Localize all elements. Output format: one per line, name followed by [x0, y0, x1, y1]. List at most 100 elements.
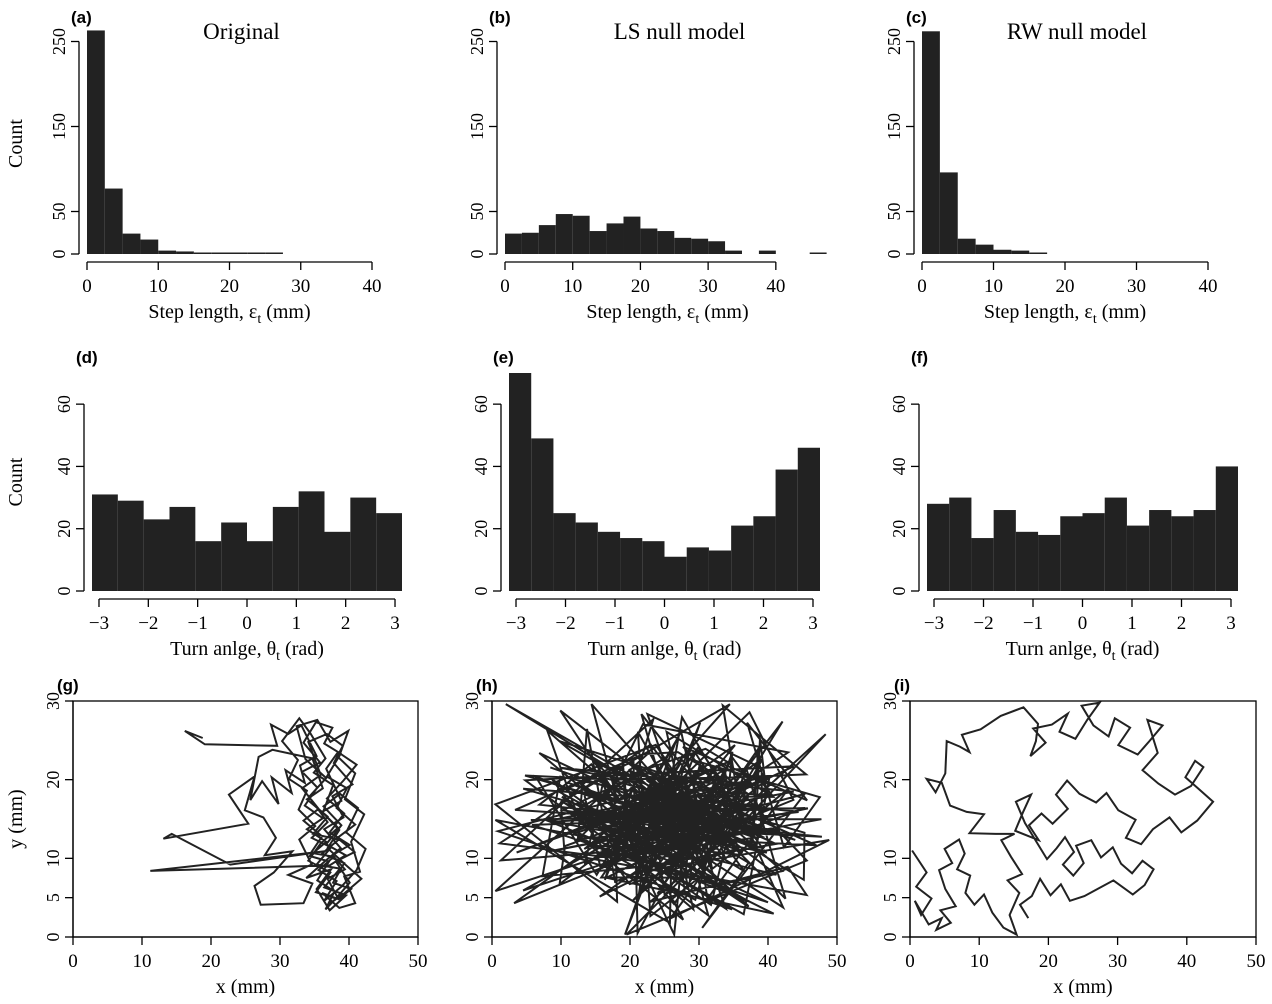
y-axis-label: Count	[5, 119, 27, 168]
panel-g: (g) 0 5 10 20 30 0 10 20 30 40 50 x (mm) y (mm)	[5, 676, 428, 998]
histogram-bar	[674, 237, 692, 254]
y-tick-label: 0	[43, 933, 63, 942]
y-tick-label: 20	[880, 771, 900, 789]
x-tick-label: 30	[1127, 276, 1146, 297]
panel-e: (e) 0 20 40 60 −3 −2 −1 0 1 2 3 Turn anlge, θt (rad)	[471, 348, 820, 664]
y-tick-label: 10	[43, 849, 63, 867]
histogram-bar	[927, 503, 950, 591]
x-tick-label: −2	[555, 613, 575, 634]
y-tick-label: 150	[884, 113, 904, 140]
panel-c: (c) RW null model 0 50 150 250 0 10 20 30 40 Step l…	[884, 8, 1218, 327]
y-tick-label: 40	[889, 457, 909, 475]
histogram-bar	[531, 438, 554, 591]
y-tick-label: 150	[49, 113, 69, 140]
panel-label: (h)	[476, 676, 498, 695]
histogram-bar	[92, 494, 118, 591]
y-tick-label: 30	[462, 692, 482, 710]
y-tick-label: 10	[880, 849, 900, 867]
histogram-bar	[247, 252, 266, 254]
y-tick-label: 60	[54, 395, 74, 413]
x-axis-label: Turn anlge, θt (rad)	[588, 638, 742, 664]
x-tick-label: 30	[271, 951, 290, 972]
x-tick-label: 2	[1177, 613, 1187, 634]
x-tick-label: −1	[605, 613, 625, 634]
y-tick-label: 20	[889, 520, 909, 538]
x-tick-label: 10	[149, 276, 168, 297]
histogram-bar	[505, 233, 522, 254]
x-axis-label: Turn anlge, θt (rad)	[1006, 638, 1160, 664]
x-tick-label: 40	[363, 276, 382, 297]
y-tick-label: 5	[880, 893, 900, 902]
y-tick-label: 50	[467, 203, 487, 221]
y-tick-label: 0	[471, 587, 491, 596]
panel-label: (i)	[894, 676, 910, 695]
y-tick-label: 150	[467, 113, 487, 140]
histogram-bar	[195, 541, 222, 591]
x-axis-label: Step length, εt (mm)	[984, 301, 1146, 327]
histogram-bar	[575, 522, 598, 591]
histogram-bar	[686, 547, 709, 591]
histogram-bar	[975, 244, 994, 254]
histogram-bar	[758, 250, 776, 254]
histogram-bar	[949, 497, 972, 591]
histogram-bar	[538, 225, 556, 254]
histogram-bar	[324, 531, 351, 591]
panel-label: (c)	[906, 8, 927, 27]
x-axis-label: x (mm)	[216, 976, 275, 998]
x-tick-label: 10	[984, 276, 1003, 297]
y-tick-label: 20	[471, 520, 491, 538]
histogram-bar	[1029, 252, 1048, 254]
x-tick-label: 40	[1177, 951, 1196, 972]
x-tick-label: 10	[563, 276, 582, 297]
histogram-bar	[971, 538, 994, 591]
x-tick-label: 1	[292, 613, 302, 634]
x-tick-label: 10	[133, 951, 152, 972]
y-tick-label: 0	[54, 587, 74, 596]
y-tick-label: 60	[471, 395, 491, 413]
x-tick-label: 0	[905, 951, 915, 972]
histogram-bar	[1015, 531, 1039, 591]
histogram-bar	[1104, 497, 1127, 591]
histogram-bar	[1126, 525, 1150, 591]
histogram-bar	[642, 541, 665, 591]
x-tick-label: 10	[970, 951, 989, 972]
x-tick-label: 0	[917, 276, 927, 297]
panel-label: (a)	[71, 8, 92, 27]
histogram-bar	[993, 249, 1012, 254]
histogram-bar	[708, 241, 726, 254]
x-tick-label: 2	[759, 613, 769, 634]
histogram-bar	[158, 250, 177, 254]
x-tick-label: 40	[340, 951, 359, 972]
histogram-bar	[708, 550, 732, 591]
histogram-bar	[1011, 250, 1030, 254]
x-tick-label: 3	[808, 613, 818, 634]
histogram-bar	[350, 497, 377, 591]
y-axis-label: Count	[5, 457, 27, 506]
x-tick-label: 30	[690, 951, 709, 972]
x-tick-label: 20	[631, 276, 650, 297]
x-tick-label: 30	[699, 276, 718, 297]
x-tick-label: 0	[242, 613, 252, 634]
histogram-bar	[247, 541, 273, 591]
y-tick-label: 0	[462, 933, 482, 942]
x-tick-label: 3	[1226, 613, 1236, 634]
histogram-bar	[731, 525, 754, 591]
histogram-bar	[193, 252, 212, 254]
histogram-bar	[122, 233, 141, 254]
panel-label: (b)	[489, 8, 511, 27]
panel-i: (i) 0 5 10 20 30 0 10 20 30 40 50 x (mm)	[880, 676, 1266, 998]
x-tick-label: −1	[1023, 613, 1043, 634]
x-tick-label: 0	[68, 951, 78, 972]
panel-label: (e)	[493, 348, 514, 367]
x-tick-label: −1	[188, 613, 208, 634]
panel-title: Original	[203, 19, 280, 44]
histogram-bar	[1193, 510, 1216, 591]
y-tick-label: 50	[884, 203, 904, 221]
histogram-bar	[140, 239, 159, 254]
x-tick-label: 1	[1127, 613, 1137, 634]
x-tick-label: 10	[552, 951, 571, 972]
y-axis-label: y (mm)	[5, 789, 27, 848]
histogram-bar	[521, 232, 539, 254]
x-tick-label: 3	[390, 613, 400, 634]
y-tick-label: 20	[54, 520, 74, 538]
